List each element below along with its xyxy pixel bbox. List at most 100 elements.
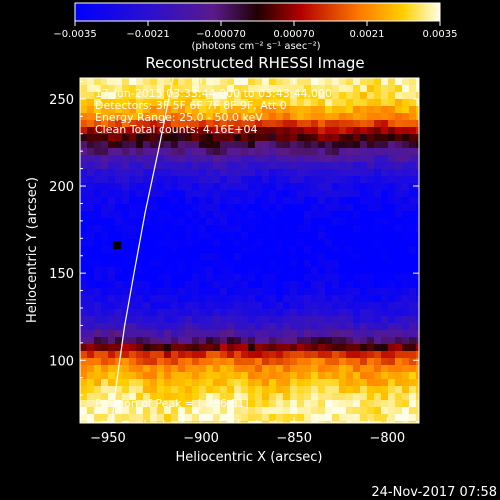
heatmap-cell bbox=[129, 169, 136, 176]
heatmap-cell bbox=[164, 344, 171, 351]
heatmap-cell bbox=[346, 337, 353, 344]
heatmap-cell bbox=[416, 274, 419, 281]
heatmap-cell bbox=[346, 99, 353, 106]
heatmap-cell bbox=[185, 295, 192, 302]
heatmap-cell bbox=[206, 134, 213, 141]
heatmap-cell bbox=[381, 274, 388, 281]
heatmap-cell bbox=[388, 141, 395, 148]
heatmap-cell bbox=[87, 134, 94, 141]
heatmap-cell bbox=[262, 225, 269, 232]
heatmap-cell bbox=[346, 414, 353, 421]
heatmap-cell bbox=[269, 302, 276, 309]
heatmap-cell bbox=[262, 106, 269, 113]
heatmap-cell bbox=[269, 414, 276, 421]
heatmap-cell bbox=[150, 246, 157, 253]
heatmap-cell bbox=[276, 120, 283, 127]
heatmap-cell bbox=[332, 85, 339, 92]
heatmap-cell bbox=[262, 85, 269, 92]
heatmap-cell bbox=[136, 365, 143, 372]
heatmap-cell bbox=[87, 239, 94, 246]
heatmap-cell bbox=[339, 274, 346, 281]
heatmap-cell bbox=[171, 337, 178, 344]
heatmap-cell bbox=[241, 218, 248, 225]
heatmap-cell bbox=[255, 344, 262, 351]
heatmap-cell bbox=[332, 400, 339, 407]
chart-title: Reconstructed RHESSI Image bbox=[145, 54, 364, 72]
heatmap-cell bbox=[199, 113, 206, 120]
heatmap-cell bbox=[220, 421, 227, 423]
heatmap-cell bbox=[129, 239, 136, 246]
heatmap-cell bbox=[360, 295, 367, 302]
heatmap-cell bbox=[143, 106, 150, 113]
heatmap-cell bbox=[115, 148, 122, 155]
heatmap-cell bbox=[220, 78, 227, 85]
heatmap-cell bbox=[115, 393, 122, 400]
heatmap-cell bbox=[402, 211, 409, 218]
heatmap-cell bbox=[199, 211, 206, 218]
heatmap-cell bbox=[409, 218, 416, 225]
heatmap-cell bbox=[241, 78, 248, 85]
heatmap-cell bbox=[234, 176, 241, 183]
heatmap-cell bbox=[143, 260, 150, 267]
heatmap-cell bbox=[255, 218, 262, 225]
heatmap-cell bbox=[290, 106, 297, 113]
heatmap-cell bbox=[374, 78, 381, 85]
heatmap-cell bbox=[164, 78, 171, 85]
heatmap-cell bbox=[80, 127, 87, 134]
heatmap-cell bbox=[283, 337, 290, 344]
heatmap-cell bbox=[353, 330, 360, 337]
heatmap-cell bbox=[395, 211, 402, 218]
heatmap-cell bbox=[115, 113, 122, 120]
heatmap-cell bbox=[367, 302, 374, 309]
heatmap-cell bbox=[101, 190, 108, 197]
heatmap-cell bbox=[325, 120, 332, 127]
heatmap-cell bbox=[80, 176, 87, 183]
heatmap-cell bbox=[164, 372, 171, 379]
heatmap-cell bbox=[241, 330, 248, 337]
heatmap-cell bbox=[241, 253, 248, 260]
heatmap-cell bbox=[402, 288, 409, 295]
heatmap-cell bbox=[402, 351, 409, 358]
heatmap-cell bbox=[248, 120, 255, 127]
heatmap-cell bbox=[185, 407, 192, 414]
heatmap-cell bbox=[192, 274, 199, 281]
heatmap-cell bbox=[227, 134, 234, 141]
heatmap-cell bbox=[269, 281, 276, 288]
heatmap-cell bbox=[108, 197, 115, 204]
heatmap-cell bbox=[234, 393, 241, 400]
heatmap-cell bbox=[213, 372, 220, 379]
heatmap-cell bbox=[185, 337, 192, 344]
heatmap-cell bbox=[332, 141, 339, 148]
heatmap-cell bbox=[374, 183, 381, 190]
heatmap-cell bbox=[136, 169, 143, 176]
heatmap-cell bbox=[157, 197, 164, 204]
heatmap-cell bbox=[185, 393, 192, 400]
heatmap-cell bbox=[199, 344, 206, 351]
heatmap-cell bbox=[136, 99, 143, 106]
heatmap-cell bbox=[311, 106, 318, 113]
heatmap-cell bbox=[416, 239, 419, 246]
heatmap-cell bbox=[255, 365, 262, 372]
heatmap-cell bbox=[304, 260, 311, 267]
heatmap-cell bbox=[234, 204, 241, 211]
heatmap-cell bbox=[332, 309, 339, 316]
heatmap-cell bbox=[150, 393, 157, 400]
heatmap-cell bbox=[381, 85, 388, 92]
heatmap-cell bbox=[80, 281, 87, 288]
heatmap-cell bbox=[241, 407, 248, 414]
heatmap-cell bbox=[192, 120, 199, 127]
heatmap-cell bbox=[87, 204, 94, 211]
heatmap-cell bbox=[122, 176, 129, 183]
heatmap-cell bbox=[367, 274, 374, 281]
heatmap-cell bbox=[213, 92, 220, 99]
heatmap-cell bbox=[185, 204, 192, 211]
colorbar-tick-label: −0.00070 bbox=[196, 29, 246, 40]
heatmap-cell bbox=[381, 365, 388, 372]
heatmap-cell bbox=[94, 134, 101, 141]
heatmap-cell bbox=[199, 379, 206, 386]
heatmap-cell bbox=[311, 309, 318, 316]
heatmap-cell bbox=[122, 414, 129, 421]
heatmap-cell bbox=[101, 218, 108, 225]
heatmap-cell bbox=[192, 330, 199, 337]
